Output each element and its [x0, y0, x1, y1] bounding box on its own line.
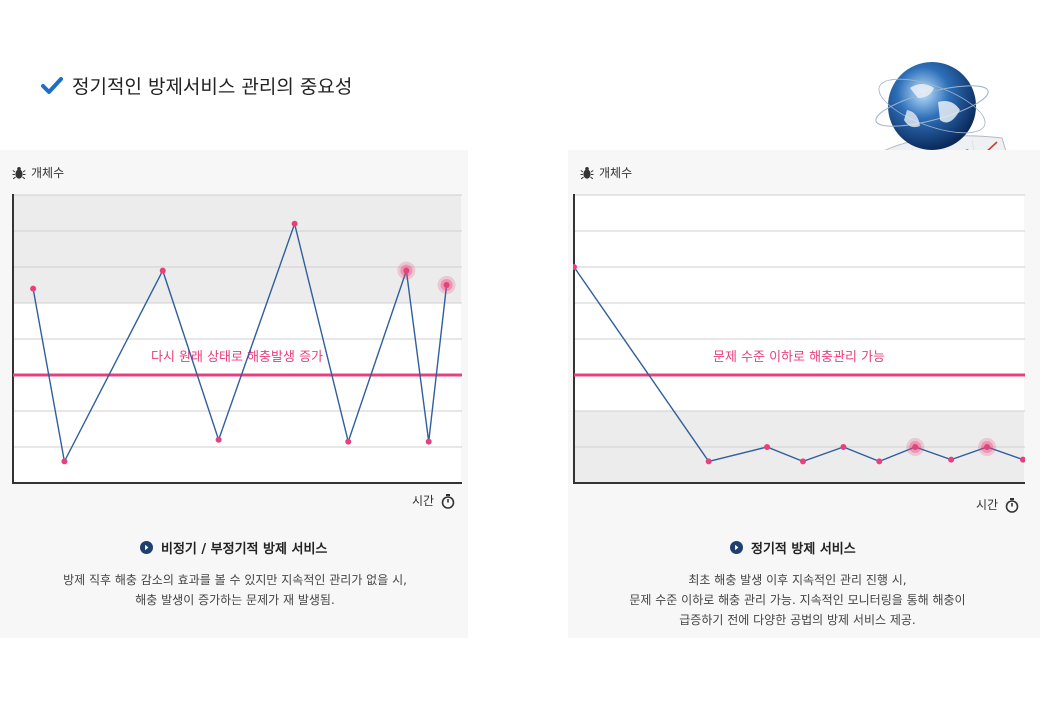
data-point: [443, 282, 450, 288]
data-point: [764, 444, 771, 450]
data-point: [345, 438, 352, 445]
left-caption-title: 비정기 / 부정기적 방제 서비스: [140, 538, 327, 557]
x-axis-label: 시간: [412, 492, 456, 509]
plot-background-bottom: [13, 303, 461, 483]
data-point: [30, 285, 37, 292]
data-point: [912, 444, 919, 450]
data-point: [159, 267, 166, 274]
data-point: [425, 438, 432, 445]
left-caption-description: 방제 직후 해충 감소의 효과를 볼 수 있지만 지속적인 관리가 없을 시, …: [63, 573, 407, 607]
page-heading: 정기적인 방제서비스 관리의 중요성: [40, 72, 352, 99]
page-title: 정기적인 방제서비스 관리의 중요성: [72, 76, 353, 98]
checkmark-icon: [41, 76, 63, 94]
data-point: [291, 220, 298, 227]
right-caption-description: 최초 해충 발생 이후 지속적인 관리 진행 시, 문제 수준 이하로 해충 관…: [629, 573, 966, 627]
threshold-label: 문제 수준 이하로 해충관리 가능: [713, 350, 885, 365]
data-point: [799, 458, 806, 465]
data-point: [705, 458, 712, 465]
shaded-band: [13, 195, 461, 303]
right-caption-title: 정기적 방제 서비스: [730, 538, 856, 557]
y-axis-label: 개체수: [580, 164, 632, 181]
bug-icon: [580, 166, 594, 179]
stopwatch-icon: [1005, 497, 1019, 513]
irregular-service-chart: 다시 원래 상태로 해충발생 증가: [12, 194, 462, 484]
bug-icon: [12, 166, 26, 179]
data-point: [61, 458, 68, 465]
data-point: [215, 436, 222, 443]
y-axis-label: 개체수: [12, 164, 64, 181]
data-point: [876, 458, 883, 465]
bullet-arrow-icon: [730, 541, 743, 554]
regular-service-chart: 문제 수준 이하로 해충관리 가능: [573, 194, 1025, 484]
regular-service-panel: 개체수 문제 수준 이하로 해충관리 가능 시간: [568, 150, 1040, 638]
stopwatch-icon: [441, 493, 455, 509]
x-axis-label: 시간: [976, 496, 1020, 513]
data-point: [948, 456, 955, 463]
data-point: [1020, 456, 1025, 463]
series-line: [573, 266, 1024, 463]
data-point: [573, 264, 577, 270]
data-point: [840, 444, 847, 450]
data-point: [984, 444, 991, 450]
threshold-label: 다시 원래 상태로 해충발생 증가: [151, 350, 323, 365]
bullet-arrow-icon: [140, 541, 153, 554]
data-point: [403, 267, 410, 274]
irregular-service-panel: 개체수 다시 원래 상태로 해충발생 증가 시간: [0, 150, 468, 638]
